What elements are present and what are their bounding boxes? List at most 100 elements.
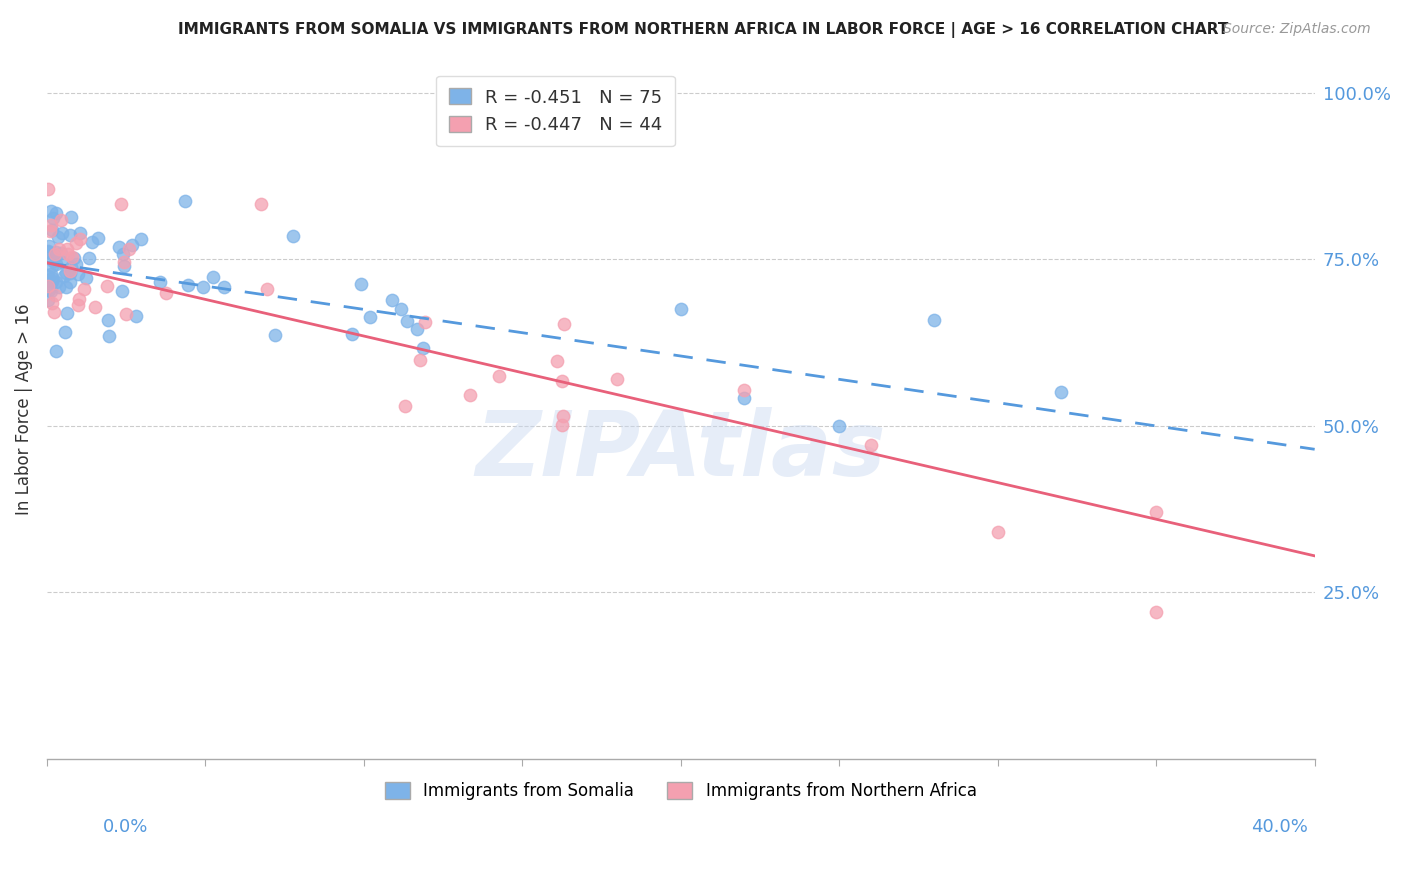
Point (51, 255, 73, 269)
Point (37, 268, 59, 283)
Point (177, 277, 200, 292)
Point (37, 244, 59, 259)
Point (37, 293, 59, 307)
Point (131, 231, 153, 245)
Point (67, 292, 90, 306)
Point (55, 280, 77, 294)
Y-axis label: In Labor Force | Age > 16: In Labor Force | Age > 16 (15, 303, 32, 515)
Point (53, 269, 76, 284)
Point (409, 352, 432, 367)
Point (41, 259, 63, 273)
Point (110, 197, 132, 211)
Point (1144, 606, 1167, 620)
Point (41, 270, 63, 285)
Point (412, 342, 434, 356)
Point (65, 257, 87, 271)
Point (381, 293, 404, 307)
Point (1050, 385, 1073, 400)
Point (859, 438, 882, 452)
Point (546, 354, 568, 368)
Point (98, 329, 121, 343)
Point (669, 302, 692, 317)
Point (38, 239, 60, 253)
Point (58, 247, 80, 261)
Point (553, 317, 575, 331)
Point (97, 313, 120, 327)
Point (96, 279, 118, 293)
Point (48, 230, 70, 244)
Point (56, 242, 79, 256)
Point (77, 251, 100, 265)
Point (59, 210, 82, 224)
Legend: Immigrants from Somalia, Immigrants from Northern Africa: Immigrants from Somalia, Immigrants from… (378, 775, 983, 806)
Point (44, 246, 66, 260)
Point (458, 388, 481, 402)
Point (59, 228, 82, 243)
Point (606, 372, 628, 386)
Point (264, 328, 287, 343)
Point (37, 278, 59, 293)
Point (733, 392, 755, 406)
Point (59, 275, 82, 289)
Text: 40.0%: 40.0% (1251, 818, 1308, 836)
Point (39, 204, 62, 219)
Point (41, 274, 63, 288)
Point (389, 302, 412, 317)
Point (39, 219, 62, 233)
Point (44, 247, 66, 261)
Point (41, 253, 63, 268)
Point (125, 309, 148, 323)
Point (49, 212, 72, 227)
Point (45, 257, 67, 271)
Point (112, 246, 135, 260)
Point (69, 227, 91, 241)
Point (59, 264, 82, 278)
Point (39, 267, 62, 281)
Point (59, 260, 82, 275)
Point (121, 237, 143, 252)
Text: IMMIGRANTS FROM SOMALIA VS IMMIGRANTS FROM NORTHERN AFRICA IN LABOR FORCE | AGE : IMMIGRANTS FROM SOMALIA VS IMMIGRANTS FR… (177, 22, 1229, 38)
Point (44, 288, 66, 302)
Point (37, 181, 59, 195)
Point (39, 285, 62, 299)
Point (67, 267, 90, 281)
Point (350, 277, 373, 291)
Point (212, 280, 235, 294)
Point (48, 280, 70, 294)
Point (42, 211, 65, 226)
Point (191, 279, 214, 293)
Point (283, 229, 305, 244)
Point (66, 298, 89, 312)
Point (1144, 505, 1167, 519)
Point (551, 409, 574, 423)
Point (51, 226, 73, 240)
Point (202, 270, 225, 285)
Point (108, 240, 131, 254)
Point (59, 267, 82, 281)
Point (155, 286, 177, 301)
Point (60, 250, 83, 264)
Point (53, 325, 76, 339)
Point (39, 279, 62, 293)
Point (413, 314, 436, 328)
Point (256, 282, 278, 296)
Point (112, 259, 135, 273)
Point (342, 327, 364, 342)
Point (75, 271, 97, 285)
Point (38, 283, 60, 297)
Point (173, 194, 195, 208)
Point (56, 306, 79, 320)
Text: Source: ZipAtlas.com: Source: ZipAtlas.com (1223, 22, 1371, 37)
Point (45, 344, 67, 359)
Point (39, 224, 62, 238)
Point (111, 284, 134, 298)
Point (394, 399, 416, 413)
Point (551, 417, 574, 432)
Point (48, 242, 70, 256)
Point (45, 245, 67, 260)
Point (733, 383, 755, 397)
Point (51, 245, 73, 260)
Point (82, 235, 104, 250)
Point (406, 321, 429, 335)
Point (65, 236, 87, 251)
